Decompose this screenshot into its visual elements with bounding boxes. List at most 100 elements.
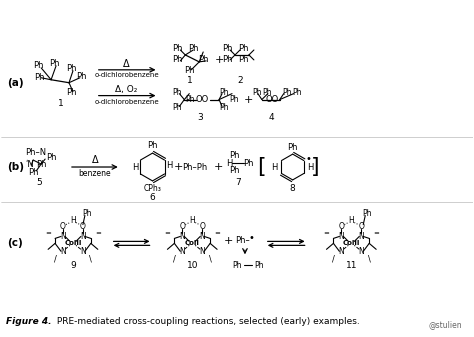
Text: Ph: Ph [173,88,182,97]
Text: Figure 4.: Figure 4. [6,317,52,326]
Text: Ph: Ph [287,143,298,152]
Text: N: N [60,232,66,241]
Text: N: N [338,232,344,241]
Text: o-dichlorobenzene: o-dichlorobenzene [94,98,159,104]
Text: /: / [332,255,335,264]
Text: Ph: Ph [147,141,158,150]
Text: o-dichlorobenzene: o-dichlorobenzene [94,72,159,78]
Text: H: H [132,162,139,172]
Text: \: \ [209,255,211,264]
Text: H: H [307,162,314,172]
Text: N: N [200,247,205,256]
Text: H: H [70,216,76,225]
Text: =: = [45,231,51,237]
Text: =: = [164,231,170,237]
Text: Ph–Ph: Ph–Ph [182,162,208,172]
Text: Ph: Ph [363,209,372,218]
Text: Δ, O₂: Δ, O₂ [116,85,138,94]
Text: Ph: Ph [262,88,272,97]
Text: Ph: Ph [238,55,248,64]
Text: /: / [54,255,56,264]
Text: @stulien: @stulien [429,320,463,329]
Text: Δ: Δ [123,59,130,69]
Text: H: H [166,160,173,170]
Text: N: N [338,247,344,256]
Text: Ph: Ph [198,55,209,64]
Text: \: \ [90,255,92,264]
Text: CoIII: CoIII [343,240,360,246]
Text: H: H [348,216,354,225]
Text: =: = [214,231,220,237]
Text: Ph: Ph [34,73,45,82]
Text: Ph: Ph [172,55,182,64]
Text: +: + [213,162,223,172]
Text: Ph: Ph [229,166,239,176]
Text: \: \ [368,255,371,264]
Text: Ph: Ph [229,95,239,104]
Text: +: + [244,95,254,104]
Text: N: N [358,247,364,256]
Text: N: N [358,232,364,241]
Text: =: = [95,231,101,237]
Text: Ph–: Ph– [236,236,250,245]
Text: Ph: Ph [36,159,46,168]
Text: H: H [226,158,232,167]
Text: Ph: Ph [282,88,292,97]
Text: CoII: CoII [185,240,200,246]
Text: benzene: benzene [79,170,111,179]
Text: CPh₃: CPh₃ [144,184,162,193]
Text: Ph: Ph [173,103,182,112]
Text: O: O [199,222,205,231]
Text: Ph: Ph [188,43,199,53]
Text: Ph: Ph [222,55,232,64]
Text: Ph: Ph [238,43,248,53]
Text: O: O [338,222,344,231]
Text: Δ: Δ [91,155,98,165]
Text: Ph: Ph [66,64,76,73]
Text: OO: OO [196,95,209,104]
Text: Ph: Ph [66,88,76,97]
Text: ʹN: ʹN [25,159,34,168]
Text: Ph: Ph [28,168,38,178]
Text: (a): (a) [8,78,24,88]
Text: •: • [306,154,311,164]
Text: 5: 5 [36,178,42,187]
Text: H: H [190,216,195,225]
Text: Ph: Ph [76,72,86,81]
Text: Ph: Ph [49,59,59,68]
Text: O: O [358,222,364,231]
Text: Ph: Ph [232,261,242,270]
Text: +: + [214,55,224,65]
Text: 4: 4 [269,113,274,122]
Text: [: [ [257,157,266,177]
Text: 6: 6 [150,193,155,202]
Text: Ph: Ph [184,66,194,75]
Text: O: O [60,222,66,231]
Text: (b): (b) [8,162,24,172]
Text: Ph: Ph [229,151,239,160]
Text: 1: 1 [58,99,64,108]
Text: +: + [173,162,183,172]
Text: N: N [80,247,86,256]
Text: N: N [200,232,205,241]
Text: PRE-mediated cross-coupling reactions, selected (early) examples.: PRE-mediated cross-coupling reactions, s… [54,317,360,326]
Text: /: / [173,255,176,264]
Text: Ph: Ph [222,43,232,53]
Text: Ph: Ph [46,153,56,162]
Text: 9: 9 [70,261,76,270]
Text: H: H [272,162,278,172]
Text: Ph: Ph [252,88,262,97]
Text: Ph: Ph [172,43,182,53]
Text: (c): (c) [8,238,23,248]
Text: =: = [373,231,379,237]
Text: 7: 7 [235,178,241,187]
Text: 3: 3 [197,113,203,122]
Text: O: O [80,222,86,231]
Text: O: O [179,222,185,231]
Text: Ph: Ph [185,95,195,104]
Text: Ph: Ph [33,61,44,70]
Text: N: N [180,247,185,256]
Text: OO: OO [265,95,278,104]
Text: N: N [60,247,66,256]
Text: 11: 11 [346,261,357,270]
